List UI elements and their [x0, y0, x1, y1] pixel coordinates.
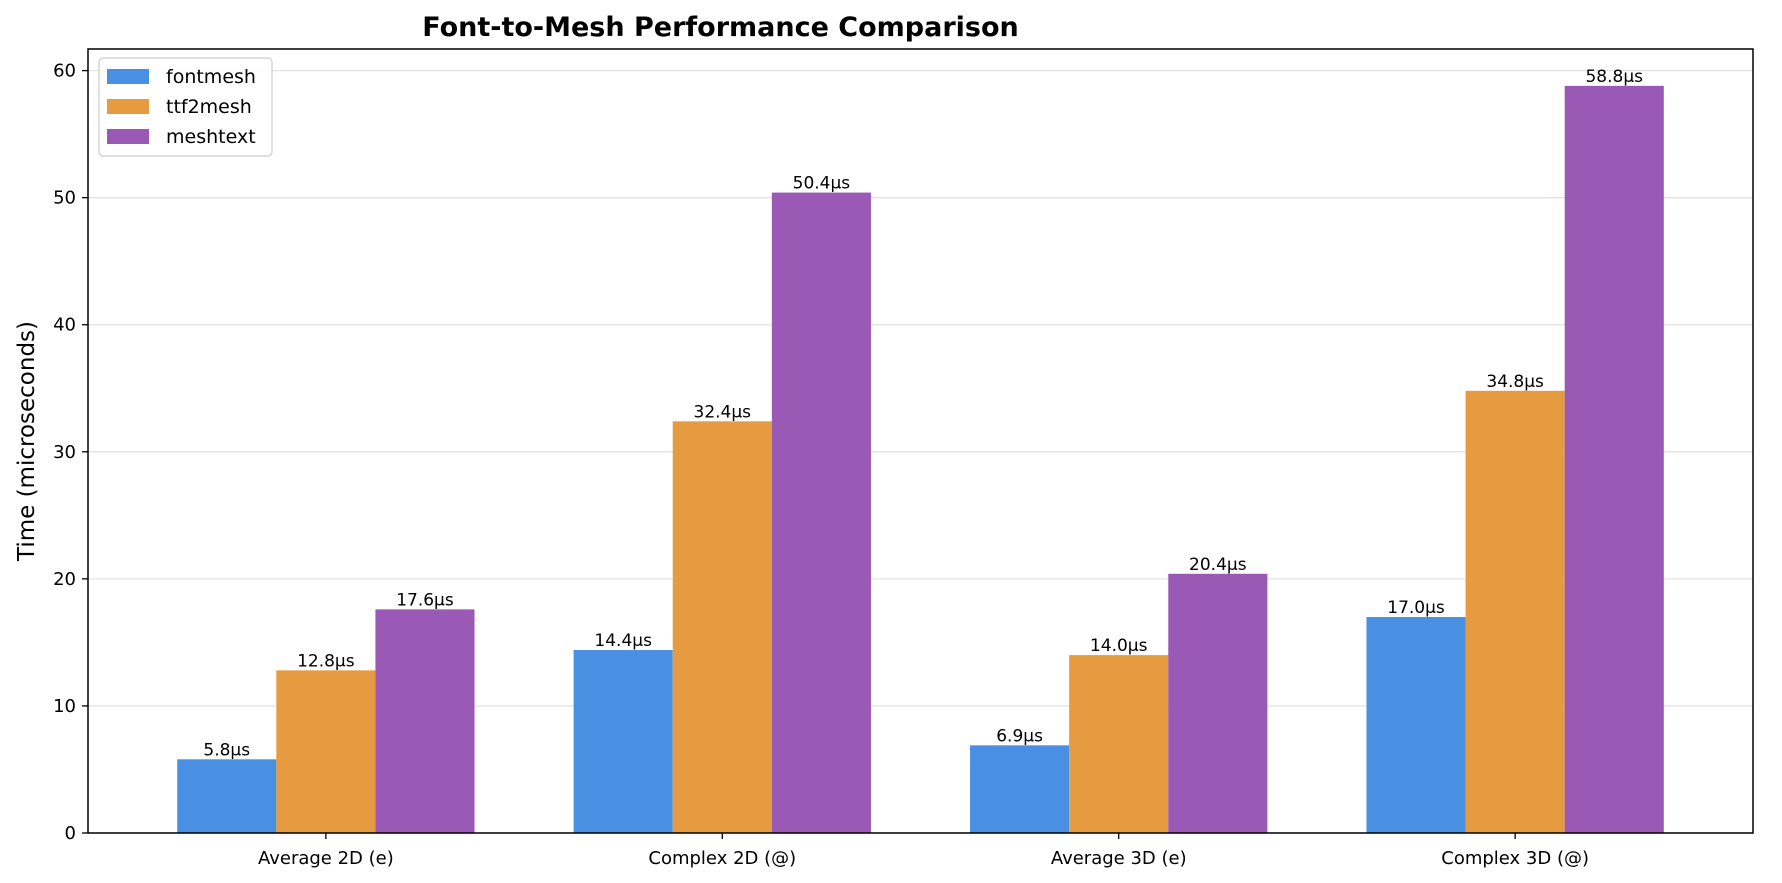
x-tick-label: Complex 3D (@): [1441, 848, 1589, 869]
data-label: 17.6µs: [396, 590, 454, 610]
bar-meshtext: [771, 192, 871, 833]
data-label: 32.4µs: [694, 402, 752, 422]
x-tick-label: Average 2D (e): [258, 848, 394, 869]
axis-ticks: 0 10 20 30 40 50 60 Average 2D (e) Complex 2D (@…: [53, 61, 1589, 869]
data-labels: 5.8µs 14.4µs 6.9µs 17.0µs 12.8µs 32.4µs 14.0µs…: [203, 67, 1643, 760]
bar-meshtext: [1564, 85, 1664, 834]
bar-fontmesh: [970, 745, 1070, 833]
bar-ttf2mesh: [276, 670, 376, 833]
chart-title: Font-to-Mesh Performance Comparison: [422, 12, 1019, 43]
data-label: 58.8µs: [1585, 67, 1643, 87]
y-tick-label: 40: [53, 315, 76, 336]
y-tick-label: 10: [53, 696, 76, 717]
data-label: 50.4µs: [793, 174, 851, 194]
data-label: 17.0µs: [1387, 598, 1445, 618]
legend-label-fontmesh: fontmesh: [166, 66, 256, 88]
legend-label-meshtext: meshtext: [166, 126, 256, 148]
bar-ttf2mesh: [672, 421, 772, 833]
y-axis-label: Time (microseconds): [14, 321, 40, 562]
legend-swatch-fontmesh: [107, 69, 149, 84]
bar-ttf2mesh: [1465, 390, 1565, 833]
y-tick-label: 20: [53, 569, 76, 590]
bar-fontmesh: [177, 759, 277, 833]
x-tick-label: Complex 2D (@): [648, 848, 796, 869]
bar-fontmesh: [1366, 616, 1466, 833]
y-tick-label: 0: [65, 823, 76, 844]
data-label: 20.4µs: [1189, 555, 1247, 575]
data-label: 6.9µs: [996, 726, 1043, 746]
legend-label-ttf2mesh: ttf2mesh: [166, 96, 252, 118]
bar-ttf2mesh: [1069, 655, 1169, 833]
plot-frame: [87, 48, 1754, 834]
legend: fontmesh ttf2mesh meshtext: [98, 57, 273, 157]
legend-swatch-meshtext: [107, 129, 149, 144]
y-tick-label: 60: [53, 61, 76, 82]
bar-meshtext: [1168, 573, 1268, 833]
bars: [177, 85, 1664, 834]
data-label: 34.8µs: [1486, 372, 1544, 392]
y-tick-label: 30: [53, 442, 76, 463]
data-label: 12.8µs: [297, 651, 355, 671]
data-label: 14.4µs: [594, 631, 652, 651]
bar-fontmesh: [573, 650, 673, 833]
legend-swatch-ttf2mesh: [107, 99, 149, 114]
x-tick-label: Average 3D (e): [1051, 848, 1187, 869]
y-tick-label: 50: [53, 188, 76, 209]
data-label: 14.0µs: [1090, 636, 1148, 656]
data-label: 5.8µs: [203, 740, 250, 760]
bar-meshtext: [375, 609, 475, 833]
